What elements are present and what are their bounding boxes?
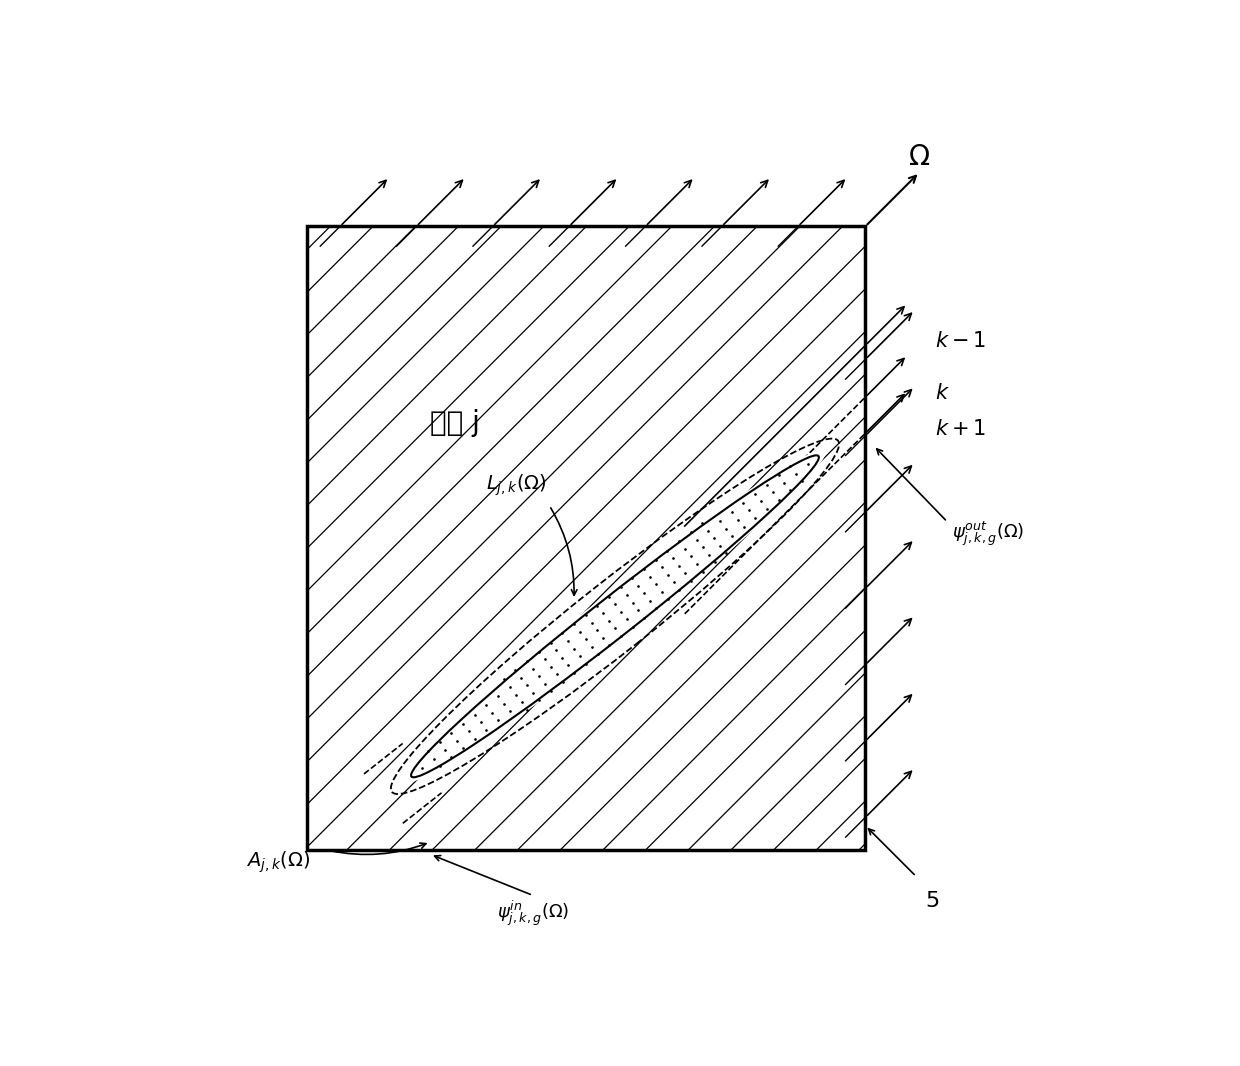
Ellipse shape: [404, 450, 826, 784]
Text: $A_{j,k}(\Omega)$: $A_{j,k}(\Omega)$: [246, 850, 310, 875]
Text: $k+1$: $k+1$: [935, 419, 986, 439]
Bar: [308, 226, 866, 851]
Text: $k$: $k$: [935, 383, 950, 403]
Text: $\psi^{out}_{j,k,g}(\Omega)$: $\psi^{out}_{j,k,g}(\Omega)$: [951, 520, 1024, 548]
Text: $k-1$: $k-1$: [935, 332, 986, 352]
Text: $L_{j,k}(\Omega)$: $L_{j,k}(\Omega)$: [486, 472, 547, 498]
Text: $\psi^{in}_{j,k,g}(\Omega)$: $\psi^{in}_{j,k,g}(\Omega)$: [497, 899, 569, 928]
Text: 棚元 j: 棚元 j: [430, 409, 480, 437]
Text: 5: 5: [925, 891, 940, 911]
Text: $\Omega$: $\Omega$: [908, 143, 930, 171]
